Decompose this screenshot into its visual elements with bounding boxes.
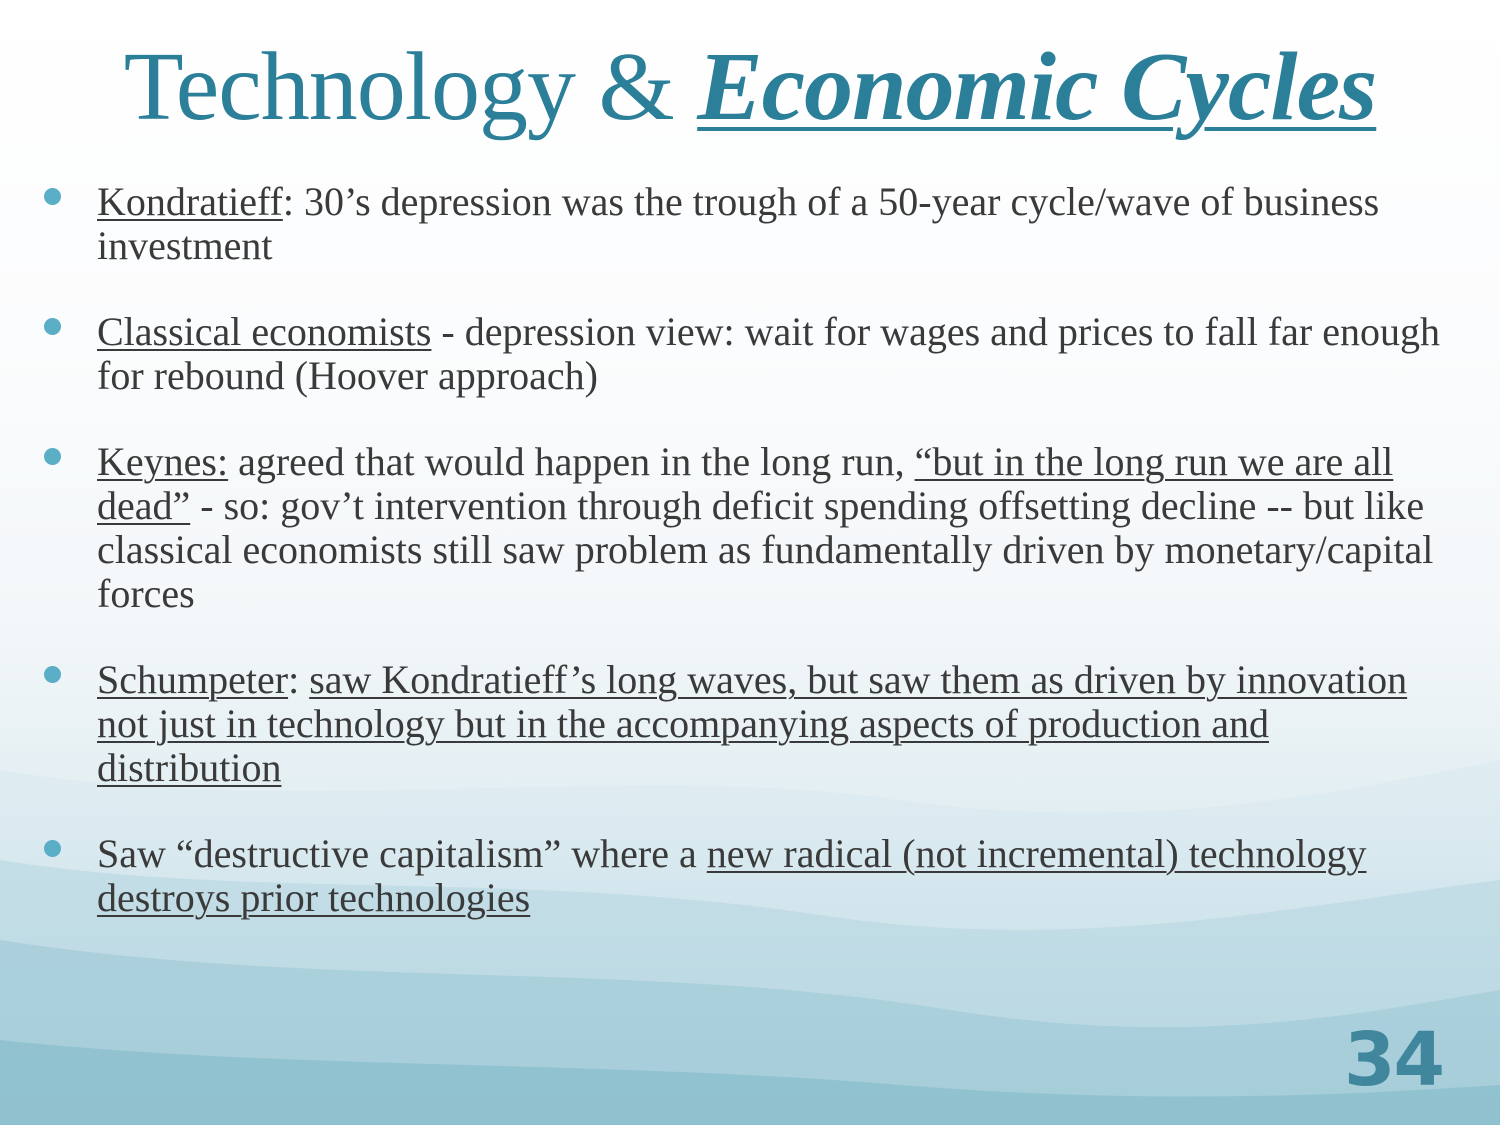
bullet-dot-icon [44,448,61,465]
bullet-kondratieff: Kondratieff: 30’s depression was the tro… [44,179,1442,268]
bullet-keyword: Keynes: [97,439,229,484]
bullet-classical-economists: Classical economists - depression view: … [44,309,1442,398]
bullet-destructive-capitalism: Saw “destructive capitalism” where a new… [44,831,1442,920]
bullet-dot-icon [44,840,61,857]
bullet-dot-icon [44,666,61,683]
bullet-keyword: Schumpeter [97,657,289,702]
bullet-underlined-text: new radical (not incremental) technology… [97,831,1367,920]
slide-title: Technology & Economic Cycles [0,32,1500,142]
page-number: 34 [1344,1017,1445,1103]
bullet-text: - depression view: wait for wages and pr… [97,309,1440,398]
bullet-keyword: Kondratieff [97,179,283,224]
bullet-dot-icon [44,318,61,335]
title-plain: Technology & [123,33,698,141]
bullet-text: : [288,657,310,702]
title-emphasis: Economic Cycles [697,33,1377,141]
bullet-underlined-text: saw Kondratieff’s long waves, but saw th… [97,657,1408,790]
bullet-text: agreed that would happen in the long run… [228,439,915,484]
bullet-text: : 30’s depression was the trough of a 50… [97,179,1380,268]
bullet-text: Saw “destructive capitalism” where a [97,831,707,876]
bullet-dot-icon [44,188,61,205]
bullet-quote: “but in the long run we are all dead” [97,439,1394,528]
bullet-schumpeter: Schumpeter: saw Kondratieff’s long waves… [44,657,1442,790]
bullet-keyword: Classical economists [97,309,432,354]
bullet-keynes: Keynes: agreed that would happen in the … [44,439,1442,616]
bullet-text: - so: gov’t intervention through deficit… [97,483,1434,616]
